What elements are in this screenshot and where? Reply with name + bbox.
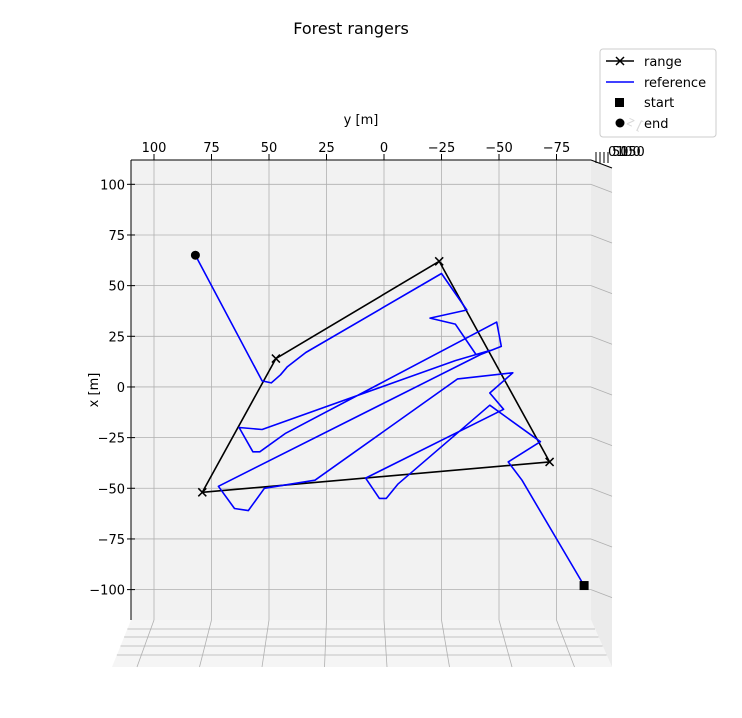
y-side-grid-line bbox=[590, 335, 613, 345]
y-axis-label: x [m] bbox=[87, 373, 102, 408]
series-line-reference bbox=[194, 254, 585, 587]
legend: range reference start end bbox=[599, 48, 717, 138]
x-floor-grid-line bbox=[556, 619, 575, 668]
y-side-grid-line bbox=[590, 183, 613, 193]
legend-range-label: range bbox=[644, 55, 682, 70]
x-tick-label: 75 bbox=[203, 141, 220, 156]
x-tick-labels: 100 75 50 25 0 −25 −50 −75 bbox=[142, 141, 571, 156]
bottom-pane bbox=[112, 620, 612, 667]
legend-start-label: start bbox=[644, 96, 674, 111]
y-tick-label: −50 bbox=[98, 482, 125, 497]
x-tick-label: −25 bbox=[428, 141, 455, 156]
x-tick-label: 25 bbox=[318, 141, 335, 156]
y-tick-label: 50 bbox=[108, 280, 125, 295]
y-tick-label: −25 bbox=[98, 432, 125, 447]
series-point-range bbox=[434, 256, 444, 266]
chart-title: Forest rangers bbox=[293, 19, 409, 38]
z-tick-label: 100 bbox=[616, 145, 641, 160]
x-tick-label: 100 bbox=[142, 141, 167, 156]
back-pane bbox=[131, 160, 591, 620]
x-tick-label: 50 bbox=[261, 141, 278, 156]
axis-lines bbox=[127, 152, 613, 620]
y-tick-label: −75 bbox=[98, 533, 125, 548]
legend-range-marker bbox=[615, 56, 625, 66]
y-side-grid-line bbox=[590, 234, 613, 244]
legend-reference-label: reference bbox=[644, 76, 706, 91]
y-side-grid-line bbox=[590, 437, 613, 446]
legend-start-marker bbox=[615, 98, 624, 107]
series-point-range bbox=[197, 487, 207, 497]
legend-end-label: end bbox=[644, 117, 669, 132]
legend-end-marker bbox=[615, 118, 625, 128]
series-point-start bbox=[579, 581, 589, 591]
x-floor-grid-line bbox=[383, 619, 388, 668]
y-tick-label: 75 bbox=[108, 229, 125, 244]
x-tick-label: −75 bbox=[543, 141, 570, 156]
x-axis-label: y [m] bbox=[344, 113, 379, 128]
y-tick-label: −100 bbox=[89, 584, 125, 599]
y-tick-label: 25 bbox=[108, 330, 125, 345]
x-floor-grid-line bbox=[261, 619, 270, 668]
y-side-grid-line bbox=[590, 538, 613, 548]
z-tick-label: 150 bbox=[620, 145, 645, 160]
x-floor-grid-line bbox=[498, 619, 513, 668]
y-side-grid-line bbox=[590, 386, 613, 396]
y-tick-labels: 100 75 50 25 0 −25 −50 −75 −100 bbox=[89, 178, 125, 598]
series-layer bbox=[190, 250, 589, 591]
grid-lines bbox=[116, 160, 613, 668]
x-floor-grid-line bbox=[441, 619, 450, 668]
z-tick-label: 0 bbox=[608, 145, 616, 160]
z-tick-label: 50 bbox=[612, 145, 629, 160]
y-side-grid-line bbox=[590, 589, 613, 598]
legend-frame bbox=[599, 48, 717, 138]
series-point-range bbox=[545, 457, 555, 467]
x-tick-label: 0 bbox=[380, 141, 388, 156]
y-side-grid-line bbox=[590, 487, 613, 497]
x-floor-grid-line bbox=[324, 619, 327, 668]
x-tick-label: −50 bbox=[485, 141, 512, 156]
series-point-range bbox=[271, 354, 281, 364]
z-axis-line bbox=[590, 159, 613, 169]
y-tick-label: 100 bbox=[100, 178, 125, 193]
series-point-end bbox=[190, 250, 200, 260]
x-floor-grid-line bbox=[136, 619, 155, 668]
y-side-grid-line bbox=[590, 285, 613, 295]
right-pane bbox=[591, 160, 612, 667]
x-floor-grid-line bbox=[199, 619, 212, 668]
y-tick-label: 0 bbox=[117, 381, 125, 396]
